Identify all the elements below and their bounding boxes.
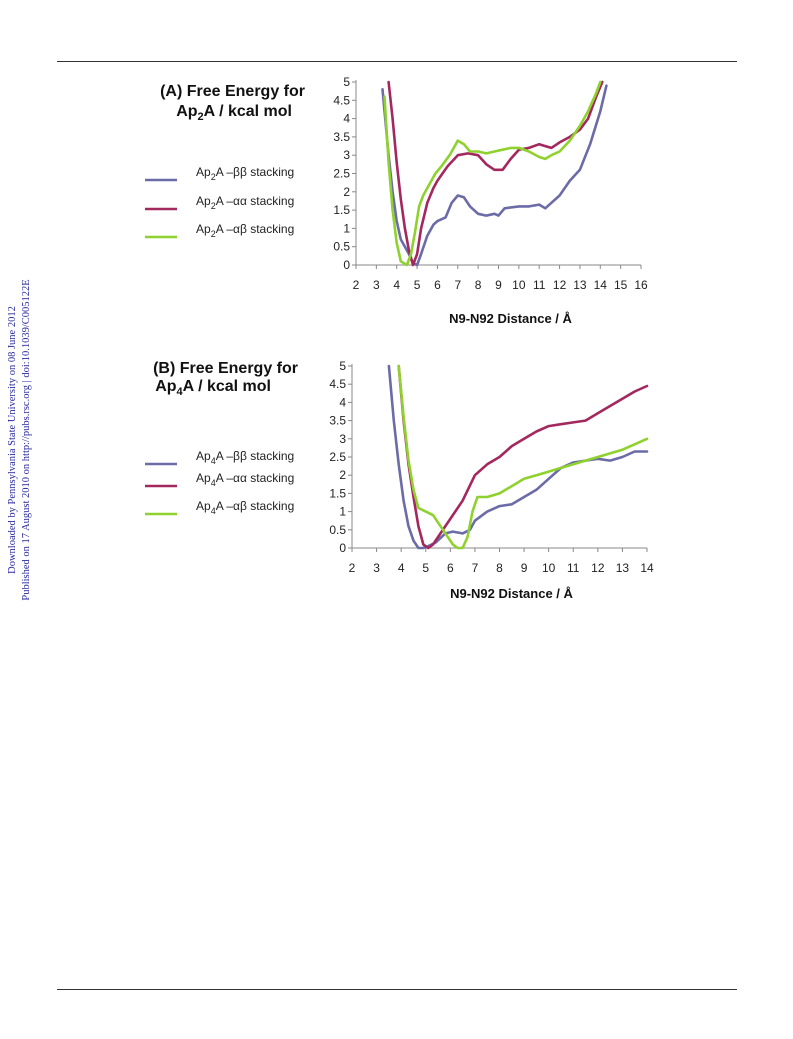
legend-label: Ap4A –αα stacking (196, 471, 294, 488)
x-tick-label: 12 (553, 278, 567, 292)
y-tick-label: 2 (339, 468, 346, 482)
x-tick-label: 2 (353, 278, 360, 292)
panel-b-title: (B) Free Energy for (153, 360, 298, 377)
legend-label: Ap4A –αβ stacking (196, 499, 294, 516)
x-tick-label: 4 (398, 561, 405, 575)
y-tick-label: 1.5 (333, 203, 350, 217)
panel-a-title: (A) Free Energy for (160, 83, 305, 100)
y-tick-label: 1 (339, 505, 346, 519)
x-tick-label: 8 (475, 278, 482, 292)
y-tick-label: 2.5 (329, 450, 346, 464)
y-tick-label: 1.5 (329, 486, 346, 500)
x-tick-label: 4 (393, 278, 400, 292)
y-tick-label: 4 (339, 395, 346, 409)
y-tick-label: 0.5 (329, 523, 346, 537)
x-tick-label: 12 (591, 561, 605, 575)
y-tick-label: 3.5 (333, 130, 350, 144)
y-tick-label: 5 (339, 359, 346, 373)
y-tick-label: 4.5 (329, 377, 346, 391)
y-tick-label: 4.5 (333, 93, 350, 107)
panel-b-x-axis-label: N9-N92 Distance / Å (450, 586, 573, 601)
series-line-b-3 (397, 364, 649, 550)
x-tick-label: 6 (434, 278, 441, 292)
x-tick-label: 3 (373, 278, 380, 292)
y-tick-label: 4 (343, 112, 350, 126)
y-tick-label: 3 (343, 148, 350, 162)
x-tick-label: 13 (573, 278, 587, 292)
y-tick-label: 2 (343, 185, 350, 199)
y-tick-label: 3.5 (329, 414, 346, 428)
legend-label: Ap2A –αβ stacking (196, 222, 294, 239)
bottom-rule (57, 989, 737, 990)
x-tick-label: 2 (349, 561, 356, 575)
x-tick-label: 7 (472, 561, 479, 575)
series-line-a-3 (383, 80, 602, 267)
y-tick-label: 2.5 (333, 167, 350, 181)
x-tick-label: 13 (616, 561, 630, 575)
series-line-a-1 (381, 84, 608, 267)
legend-label: Ap2A –αα stacking (196, 194, 294, 211)
y-tick-label: 0.5 (333, 240, 350, 254)
y-tick-label: 0 (343, 258, 350, 272)
x-tick-label: 15 (614, 278, 628, 292)
x-tick-label: 11 (533, 278, 546, 292)
x-tick-label: 11 (567, 561, 580, 575)
x-tick-label: 14 (640, 561, 654, 575)
panel-b-title-unit: Ap4A / kcal mol (155, 378, 271, 398)
top-rule (57, 61, 737, 62)
x-tick-label: 5 (414, 278, 421, 292)
x-tick-label: 6 (447, 561, 454, 575)
legend-label: Ap2A –ββ stacking (196, 165, 294, 182)
y-tick-label: 5 (343, 75, 350, 89)
y-tick-label: 3 (339, 432, 346, 446)
x-tick-label: 9 (495, 278, 502, 292)
y-tick-label: 0 (339, 541, 346, 555)
y-tick-label: 1 (343, 221, 350, 235)
x-tick-label: 10 (512, 278, 526, 292)
series-line-b-2 (397, 364, 649, 550)
series-line-a-2 (387, 80, 604, 267)
panel-a-x-axis-label: N9-N92 Distance / Å (449, 311, 572, 326)
x-tick-label: 3 (373, 561, 380, 575)
x-tick-label: 16 (634, 278, 648, 292)
x-tick-label: 7 (454, 278, 461, 292)
x-tick-label: 9 (521, 561, 528, 575)
panel-a-title-unit: Ap2A / kcal mol (176, 103, 292, 123)
x-tick-label: 5 (422, 561, 429, 575)
x-tick-label: 8 (496, 561, 503, 575)
series-line-b-1 (387, 364, 649, 550)
x-tick-label: 14 (594, 278, 608, 292)
legend-label: Ap4A –ββ stacking (196, 449, 294, 466)
x-tick-label: 10 (542, 561, 556, 575)
